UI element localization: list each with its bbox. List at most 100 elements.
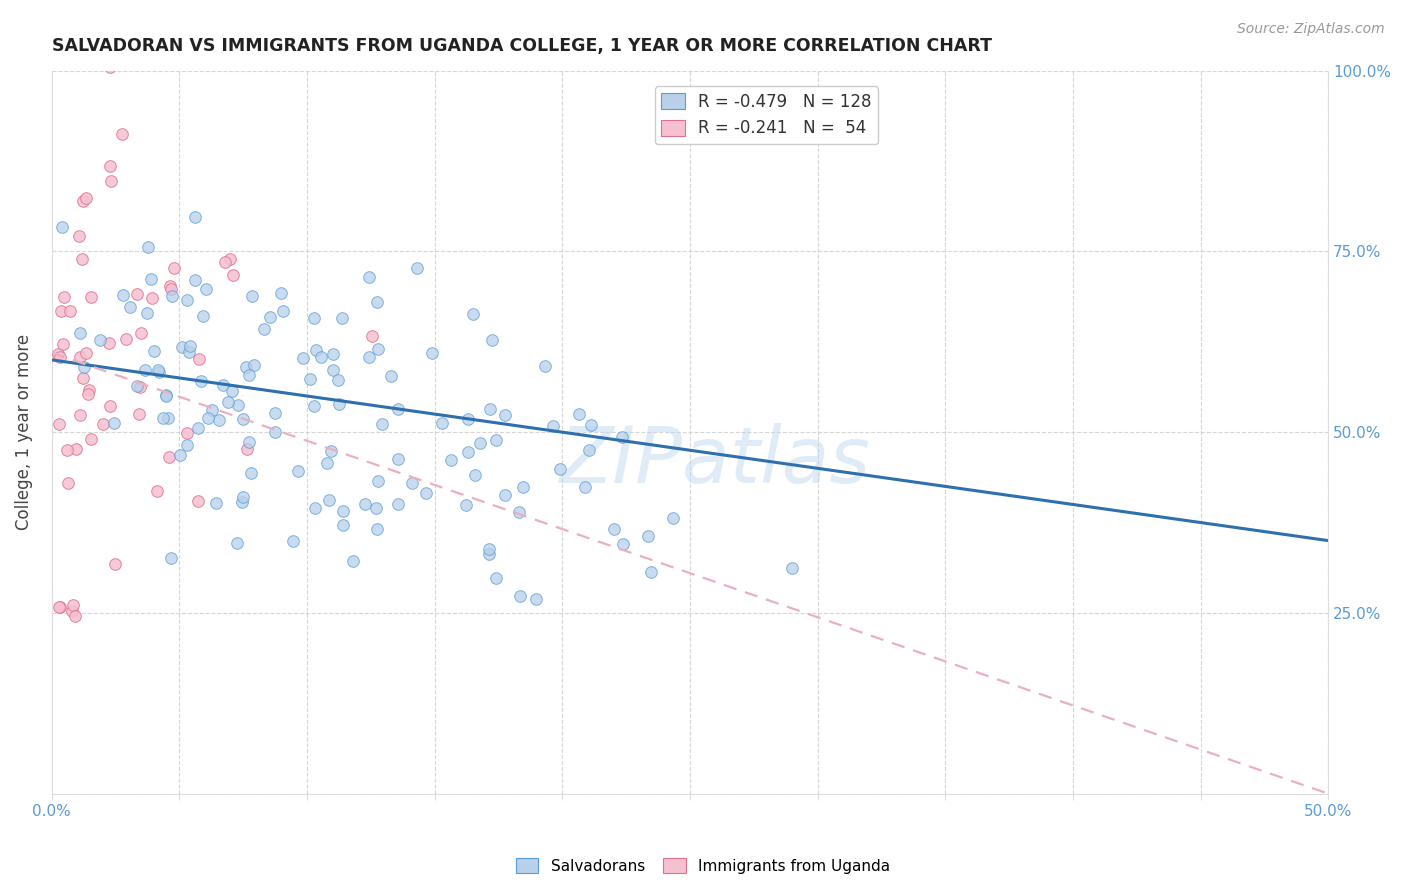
Point [70, 252, 93, 267]
Point [264, 425, 287, 439]
Point [579, 418, 602, 433]
Point [56, 442, 79, 457]
Point [212, 377, 235, 392]
Point [332, 504, 354, 518]
Point [80, 432, 103, 446]
Point [156, 410, 179, 425]
Point [155, 388, 177, 402]
Point [52, 336, 75, 351]
Point [430, 416, 453, 430]
Point [440, 452, 463, 467]
Point [270, 286, 292, 301]
Point [485, 434, 508, 448]
Point [177, 345, 200, 359]
Point [541, 419, 564, 434]
Point [48, 417, 70, 431]
Point [60, 604, 83, 618]
Point [318, 493, 340, 508]
Point [315, 456, 337, 470]
Point [640, 565, 662, 579]
Point [218, 252, 240, 267]
Point [367, 342, 389, 356]
Point [214, 255, 236, 269]
Point [51, 219, 73, 234]
Point [98, 335, 121, 350]
Point [111, 287, 134, 301]
Point [454, 499, 477, 513]
Point [304, 399, 326, 413]
Point [190, 374, 212, 388]
Point [304, 311, 326, 326]
Point [98, 60, 121, 74]
Point [98, 400, 121, 414]
Point [111, 127, 134, 141]
Point [479, 401, 502, 416]
Point [354, 497, 377, 511]
Point [478, 541, 501, 556]
Point [159, 279, 181, 293]
Point [637, 529, 659, 543]
Point [387, 497, 409, 511]
Point [205, 496, 228, 510]
Point [142, 344, 165, 359]
Point [533, 359, 555, 373]
Point [259, 310, 281, 325]
Point [311, 350, 333, 364]
Point [330, 310, 353, 325]
Point [401, 476, 423, 491]
Point [240, 289, 263, 303]
Point [62, 598, 84, 612]
Point [72, 371, 94, 385]
Point [420, 346, 443, 360]
Point [508, 505, 530, 519]
Point [73, 359, 96, 374]
Point [208, 413, 231, 427]
Point [155, 389, 177, 403]
Point [548, 461, 571, 475]
Point [176, 438, 198, 452]
Point [75, 191, 97, 205]
Point [357, 350, 380, 364]
Point [405, 260, 427, 275]
Point [232, 490, 254, 504]
Point [104, 558, 127, 572]
Point [512, 480, 534, 494]
Point [305, 343, 328, 357]
Point [371, 417, 394, 432]
Point [367, 474, 389, 488]
Point [157, 450, 180, 465]
Text: Source: ZipAtlas.com: Source: ZipAtlas.com [1237, 22, 1385, 37]
Point [128, 380, 150, 394]
Point [146, 484, 169, 499]
Point [287, 464, 309, 478]
Point [115, 332, 138, 346]
Point [574, 480, 596, 494]
Point [568, 407, 591, 421]
Point [231, 495, 253, 509]
Text: ZIPatlas: ZIPatlas [560, 423, 870, 500]
Point [100, 174, 122, 188]
Point [457, 445, 479, 459]
Point [139, 272, 162, 286]
Point [319, 444, 342, 458]
Point [387, 402, 409, 417]
Point [264, 406, 287, 420]
Point [63, 608, 86, 623]
Point [91, 417, 114, 432]
Point [603, 523, 626, 537]
Point [612, 536, 634, 550]
Point [118, 300, 141, 314]
Point [89, 333, 111, 347]
Point [494, 488, 516, 502]
Point [359, 270, 381, 285]
Point [184, 273, 207, 287]
Point [226, 536, 249, 550]
Point [461, 307, 484, 321]
Point [141, 291, 163, 305]
Point [98, 159, 121, 173]
Point [136, 306, 159, 320]
Point [75, 346, 97, 360]
Point [387, 452, 409, 467]
Point [187, 421, 209, 435]
Point [48, 351, 70, 365]
